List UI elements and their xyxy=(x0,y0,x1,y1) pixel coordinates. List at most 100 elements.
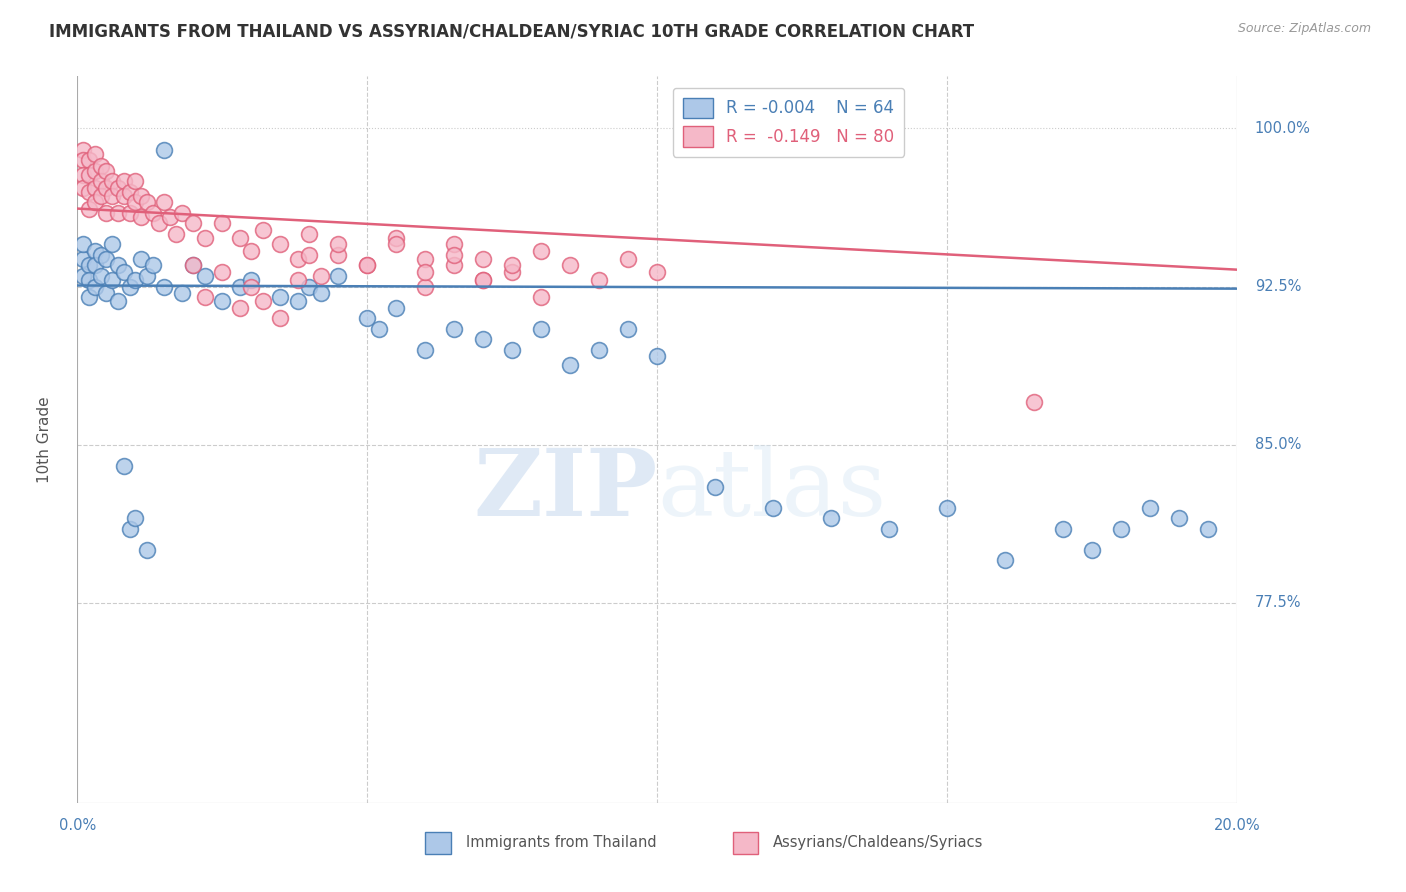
Point xyxy=(1197,522,1219,536)
Point xyxy=(170,206,193,220)
Point xyxy=(877,522,901,536)
Point xyxy=(413,279,436,293)
Point xyxy=(183,259,205,273)
Point xyxy=(1111,522,1133,536)
Point xyxy=(83,279,105,293)
Text: 100.0%: 100.0% xyxy=(1254,121,1310,136)
Point xyxy=(356,311,378,326)
Point xyxy=(129,252,152,267)
Point xyxy=(124,273,146,287)
Point xyxy=(96,285,118,300)
Point xyxy=(72,252,94,267)
Point xyxy=(90,268,111,283)
Point xyxy=(328,248,350,262)
Point xyxy=(328,237,350,252)
Point xyxy=(240,279,263,293)
Point xyxy=(118,206,141,220)
Point xyxy=(228,231,252,245)
Point xyxy=(472,332,495,346)
Point xyxy=(443,259,465,273)
Point xyxy=(413,343,436,357)
Text: Assyrians/Chaldeans/Syriacs: Assyrians/Chaldeans/Syriacs xyxy=(773,835,984,850)
Point xyxy=(588,273,610,287)
Point xyxy=(413,252,436,267)
Point xyxy=(647,265,669,279)
Point xyxy=(356,259,378,273)
Point xyxy=(142,259,165,273)
Point xyxy=(153,279,176,293)
Point xyxy=(704,480,727,494)
Text: Immigrants from Thailand: Immigrants from Thailand xyxy=(465,835,657,850)
Point xyxy=(385,231,408,245)
Point xyxy=(107,180,129,194)
Point xyxy=(617,252,640,267)
Point xyxy=(530,321,553,335)
Point xyxy=(83,163,105,178)
Point xyxy=(368,321,391,335)
FancyBboxPatch shape xyxy=(425,832,451,854)
Point xyxy=(112,189,135,203)
Point xyxy=(211,216,233,230)
Point xyxy=(148,216,170,230)
Point xyxy=(617,321,640,335)
Point xyxy=(124,174,146,188)
Point xyxy=(252,222,274,236)
Point xyxy=(96,252,118,267)
FancyBboxPatch shape xyxy=(733,832,758,854)
Point xyxy=(118,185,141,199)
Point xyxy=(183,216,205,230)
Point xyxy=(72,268,94,283)
Text: 10th Grade: 10th Grade xyxy=(38,396,52,483)
Point xyxy=(385,237,408,252)
Point xyxy=(83,244,105,258)
Point xyxy=(1081,543,1104,558)
Point xyxy=(107,294,129,309)
Point xyxy=(994,553,1017,567)
Point xyxy=(83,259,105,273)
Point xyxy=(96,163,118,178)
Point xyxy=(472,273,495,287)
Point xyxy=(472,273,495,287)
Point xyxy=(472,252,495,267)
Point xyxy=(228,279,252,293)
Point xyxy=(112,174,135,188)
Point xyxy=(298,248,321,262)
Point xyxy=(77,259,100,273)
Point xyxy=(240,244,263,258)
Point xyxy=(153,143,176,157)
Point xyxy=(72,180,94,194)
Point xyxy=(443,237,465,252)
Text: IMMIGRANTS FROM THAILAND VS ASSYRIAN/CHALDEAN/SYRIAC 10TH GRADE CORRELATION CHAR: IMMIGRANTS FROM THAILAND VS ASSYRIAN/CHA… xyxy=(49,22,974,40)
Point xyxy=(124,511,146,525)
Point xyxy=(72,168,94,182)
Point xyxy=(560,358,582,372)
Text: 92.5%: 92.5% xyxy=(1254,279,1301,294)
Point xyxy=(170,285,193,300)
Point xyxy=(1024,395,1046,409)
Point xyxy=(96,206,118,220)
Point xyxy=(83,146,105,161)
Point xyxy=(118,279,141,293)
Point xyxy=(240,273,263,287)
Point xyxy=(252,294,274,309)
Point xyxy=(194,268,217,283)
Point xyxy=(72,143,94,157)
Point xyxy=(107,259,129,273)
Point xyxy=(936,500,959,515)
Point xyxy=(501,265,523,279)
Point xyxy=(129,210,152,224)
Point xyxy=(107,206,129,220)
Point xyxy=(309,268,332,283)
Legend: R = -0.004    N = 64, R =  -0.149   N = 80: R = -0.004 N = 64, R = -0.149 N = 80 xyxy=(672,87,904,157)
Point xyxy=(269,311,291,326)
Text: Source: ZipAtlas.com: Source: ZipAtlas.com xyxy=(1237,22,1371,36)
Point xyxy=(112,265,135,279)
Point xyxy=(413,265,436,279)
Text: 0.0%: 0.0% xyxy=(59,818,96,832)
Point xyxy=(136,195,159,210)
Point xyxy=(83,195,105,210)
Point xyxy=(90,248,111,262)
Point xyxy=(269,237,291,252)
Text: atlas: atlas xyxy=(658,445,887,535)
Point xyxy=(501,259,523,273)
